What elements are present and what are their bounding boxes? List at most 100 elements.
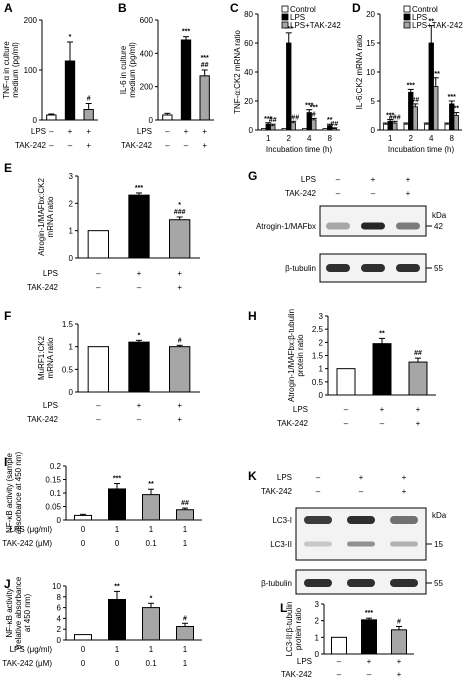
condition-value: +	[397, 670, 402, 679]
condition-value: +	[137, 269, 142, 278]
condition-value: –	[49, 127, 54, 136]
significance-mark: ***	[264, 116, 272, 123]
y-tick-label: 0	[69, 254, 74, 263]
y-axis-label: Atrogin-1/MAFbx:CK2	[37, 178, 46, 256]
x-tick-label: 2	[287, 134, 292, 143]
condition-label: LPS	[297, 657, 312, 666]
y-tick-label: 0.15	[45, 476, 61, 485]
panel-label-g: G	[248, 169, 257, 183]
y-axis-label: medium (pg/ml)	[128, 42, 137, 98]
bar	[162, 114, 173, 121]
significance-mark: ***	[448, 94, 456, 101]
condition-label: TAK-242	[277, 419, 309, 428]
condition-value: +	[380, 405, 385, 414]
panel-label-e: E	[4, 161, 12, 175]
significance-mark: #	[397, 619, 401, 626]
bar	[270, 125, 276, 131]
y-tick-label: 20	[366, 10, 375, 19]
y-tick-label: 0	[33, 116, 38, 125]
significance-mark: **	[148, 481, 154, 488]
blot-membrane	[295, 507, 427, 561]
blot-band	[361, 264, 385, 272]
legend-swatch	[281, 5, 289, 13]
condition-label: TAK-242	[15, 141, 47, 150]
condition-value: 0	[115, 659, 120, 668]
y-axis-label: (relative absorbance	[14, 576, 23, 649]
condition-value: +	[402, 473, 407, 482]
y-tick-label: 1	[315, 633, 320, 642]
y-tick-label: 2	[57, 625, 62, 634]
condition-value: 0.1	[145, 539, 157, 548]
y-axis-label: IL-6:CK2 mRNA ratio	[355, 34, 364, 109]
y-tick-label: 100	[24, 66, 38, 75]
y-tick-label: 200	[140, 83, 154, 92]
condition-value: +	[406, 175, 411, 184]
significance-mark: #	[87, 96, 91, 103]
x-tick-label: 8	[450, 134, 455, 143]
bar	[424, 123, 430, 131]
panel-label-i: I	[4, 455, 7, 469]
blot-band	[347, 516, 375, 524]
significance-mark: **	[379, 330, 385, 337]
condition-value: –	[137, 283, 142, 292]
blot-row-label: LC3-I	[272, 516, 292, 525]
condition-value: –	[68, 141, 73, 150]
legend-swatch	[281, 21, 289, 29]
condition-value: 1	[183, 645, 188, 654]
condition-value: –	[380, 419, 385, 428]
y-axis-label: TNF-α in culture	[2, 41, 11, 99]
y-tick-label: 1	[69, 343, 74, 352]
legend-swatch	[403, 13, 411, 21]
y-axis-label: mRNA ratio	[46, 337, 55, 378]
y-axis-label: TNF-α:CK2 mRNA ratio	[233, 30, 242, 114]
bar	[444, 123, 450, 131]
blot-band	[304, 516, 332, 524]
condition-value: +	[367, 657, 372, 666]
condition-value: 1	[115, 525, 120, 534]
x-axis-label: Incubation time (h)	[388, 145, 455, 154]
bar	[128, 194, 150, 259]
x-tick-label: 4	[429, 134, 434, 143]
condition-value: +	[359, 473, 364, 482]
condition-value: +	[202, 141, 207, 150]
bar	[83, 109, 94, 121]
y-tick-label: 600	[140, 16, 154, 25]
blot-band	[326, 264, 350, 272]
y-tick-label: 0	[249, 126, 254, 135]
condition-value: +	[68, 127, 73, 136]
bar	[403, 123, 409, 131]
y-tick-label: 0	[371, 126, 376, 135]
condition-value: –	[165, 127, 170, 136]
y-tick-label: 0	[149, 116, 154, 125]
blot-band	[347, 579, 375, 587]
y-tick-label: 40	[244, 68, 253, 77]
bar	[433, 86, 439, 131]
condition-value: +	[416, 405, 421, 414]
condition-label: LPS	[31, 127, 46, 136]
y-tick-label: 0	[315, 650, 320, 659]
bar	[74, 634, 92, 641]
condition-label: TAK-242	[285, 189, 317, 198]
condition-value: 0	[81, 539, 86, 548]
significance-mark: *	[178, 202, 181, 209]
y-tick-label: 20	[244, 97, 253, 106]
legend-entry: LPS+TAK-242	[412, 21, 463, 30]
y-tick-label: 0	[57, 516, 62, 525]
y-axis-label: protein ratio	[296, 334, 305, 377]
significance-mark: ###	[174, 209, 186, 216]
significance-mark: ##	[330, 121, 338, 128]
y-tick-label: 1	[319, 365, 324, 374]
bar	[199, 75, 210, 121]
blot-unit: kDa	[432, 511, 447, 520]
x-tick-label: 8	[328, 134, 333, 143]
condition-value: –	[367, 670, 372, 679]
bar	[290, 122, 296, 131]
y-tick-label: 4	[57, 614, 62, 623]
significance-mark: ###	[389, 114, 401, 121]
bar	[64, 60, 76, 121]
bar	[391, 629, 407, 655]
blot-membrane	[319, 205, 427, 237]
y-tick-label: 3	[315, 600, 320, 609]
condition-label: LPS	[277, 473, 292, 482]
y-tick-label: 2.5	[312, 325, 324, 334]
